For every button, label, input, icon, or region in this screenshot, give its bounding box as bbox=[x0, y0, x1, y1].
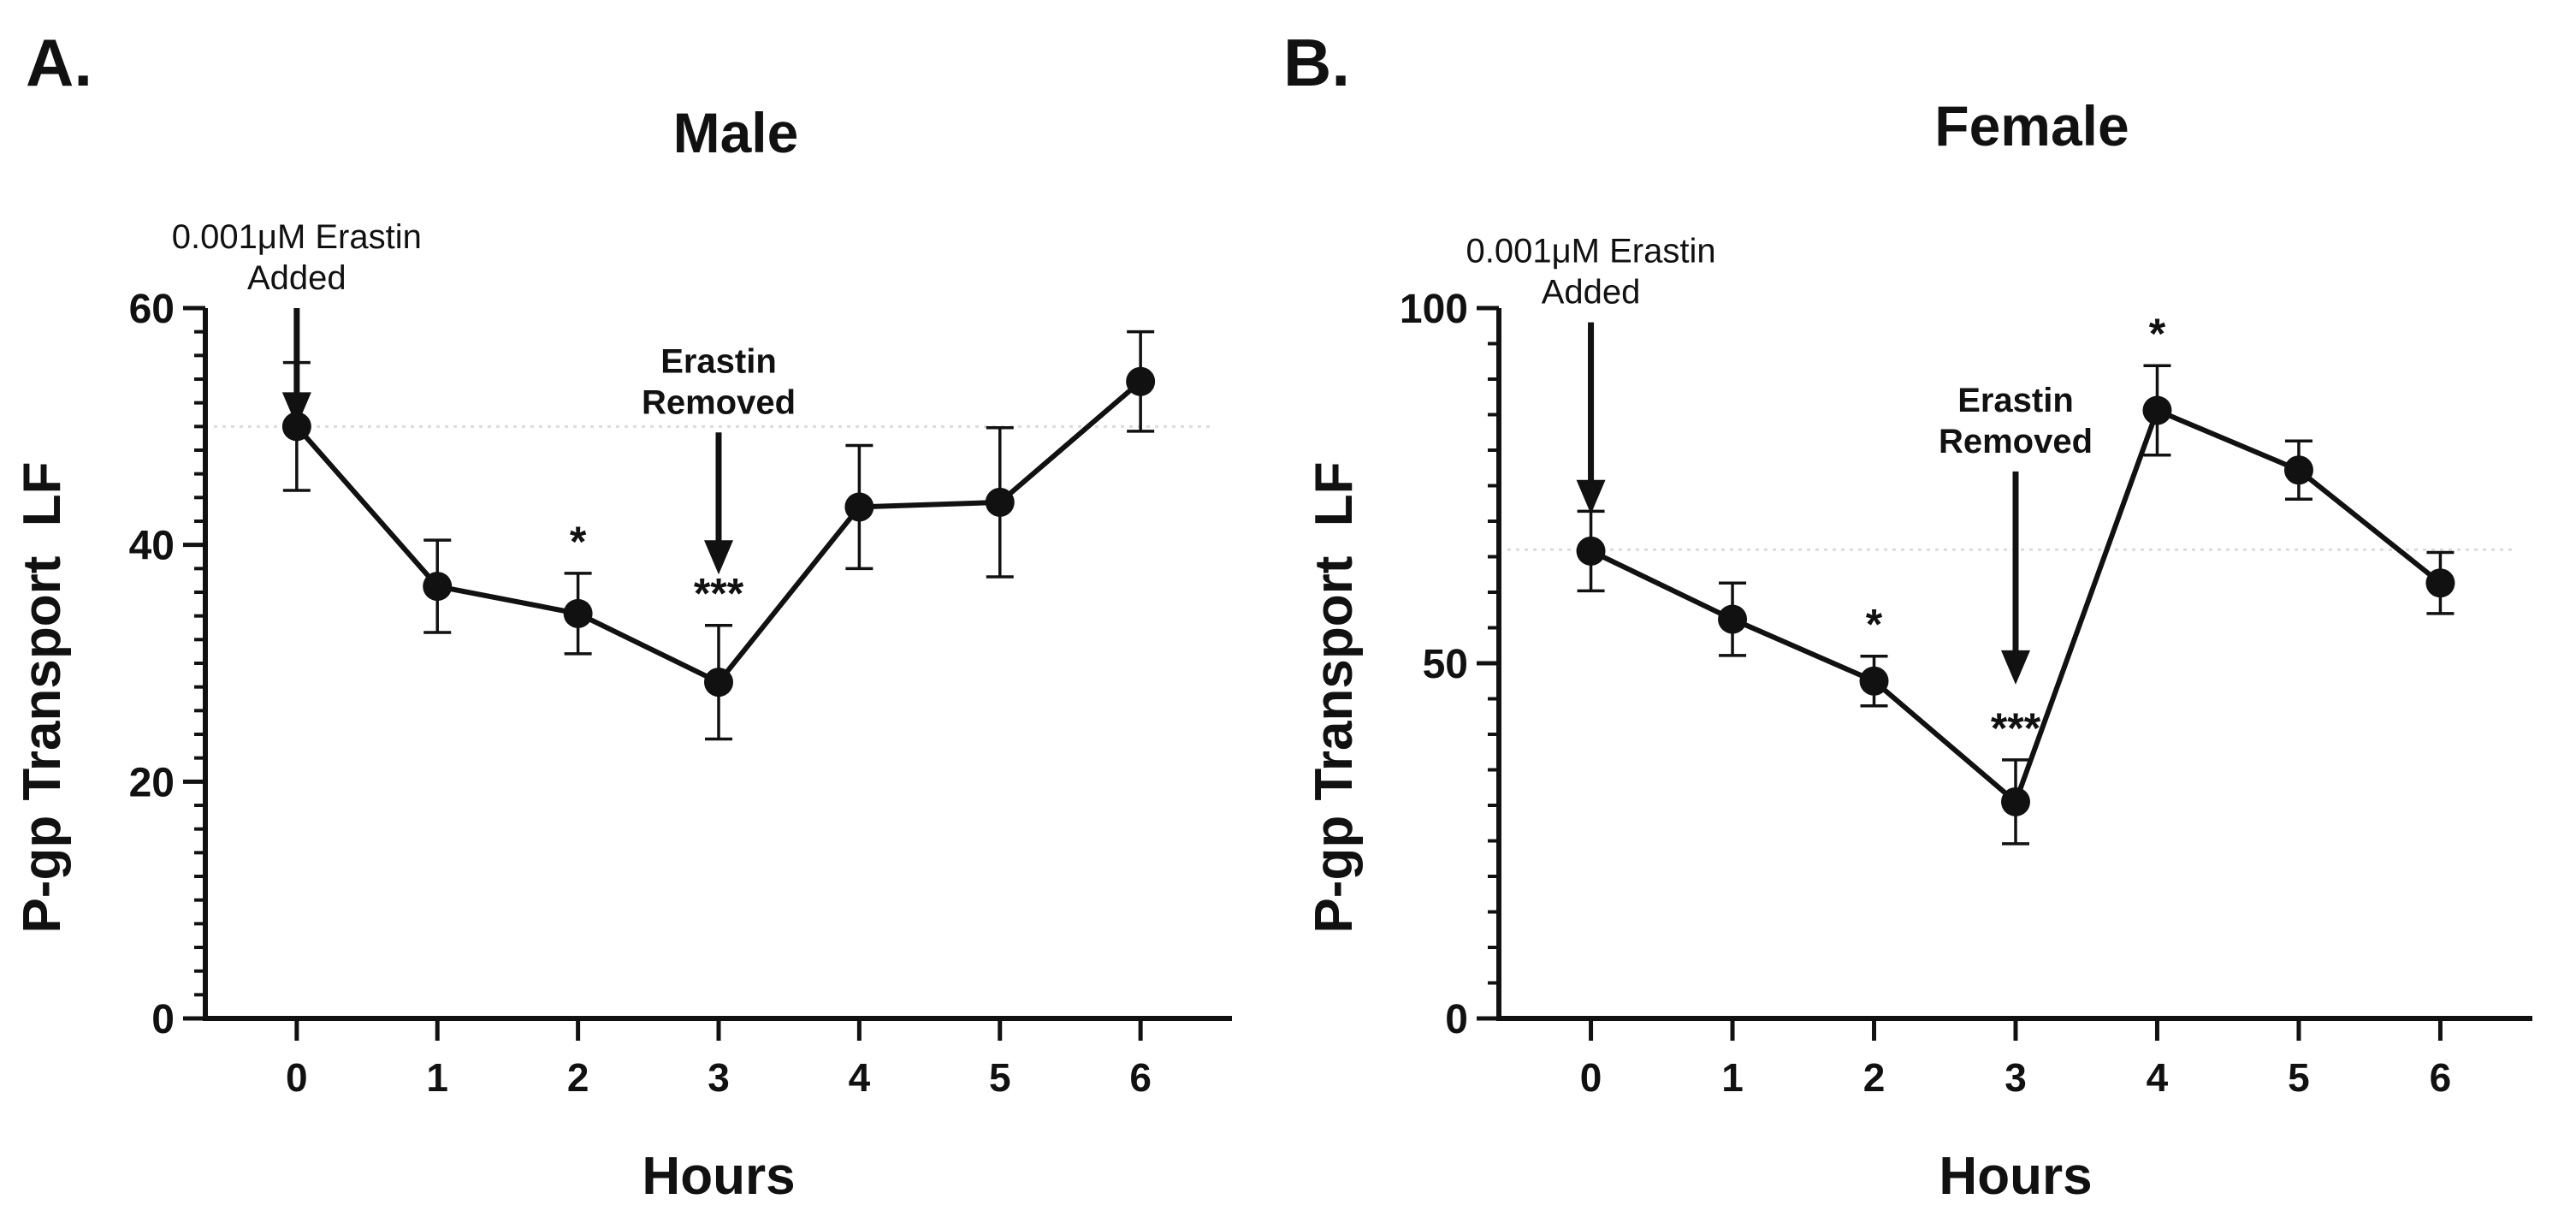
panel-a: A. Male 0 20 40 60 0 1 2 3 4 5 6 Hours P-gp Transport … bbox=[13, 25, 1232, 1206]
significance-marker: *** bbox=[694, 570, 744, 618]
data-point bbox=[563, 598, 593, 628]
annotation-text: Erastin bbox=[660, 342, 777, 380]
x-tick-label: 1 bbox=[1721, 1055, 1744, 1100]
x-tick-label: 2 bbox=[1863, 1055, 1886, 1100]
panel-b: B. Female 0 50 100 0 1 2 3 4 5 6 Hours P-gp Transport… bbox=[1283, 25, 2532, 1206]
annotation-text: 0.001μM Erastin bbox=[1466, 233, 1716, 270]
x-tick-label: 3 bbox=[708, 1055, 730, 1100]
annotation-arrow-head bbox=[1576, 479, 1606, 514]
panel-label: B. bbox=[1283, 25, 1350, 100]
data-point bbox=[281, 412, 311, 442]
panel-label: A. bbox=[26, 25, 92, 100]
y-tick-label: 40 bbox=[129, 524, 175, 569]
x-tick-label: 4 bbox=[2147, 1055, 2169, 1100]
y-tick-label: 0 bbox=[1445, 997, 1468, 1042]
data-point bbox=[2142, 395, 2172, 425]
x-tick-label: 2 bbox=[567, 1055, 589, 1100]
data-point bbox=[423, 572, 453, 602]
data-point bbox=[2283, 455, 2313, 485]
annotation-arrow-head bbox=[281, 392, 311, 427]
data-point bbox=[1126, 366, 1156, 396]
y-tick-label: 50 bbox=[1423, 642, 1468, 687]
x-tick-label: 1 bbox=[426, 1055, 448, 1100]
data-point bbox=[985, 487, 1015, 517]
significance-marker: * bbox=[1866, 601, 1883, 649]
y-tick-label: 60 bbox=[129, 287, 175, 332]
y-axis-title: P-gp Transport LF bbox=[13, 461, 72, 933]
x-tick-label: 0 bbox=[1580, 1055, 1602, 1100]
x-tick-label: 3 bbox=[2005, 1055, 2027, 1100]
chart-title: Male bbox=[673, 101, 799, 164]
x-tick-label: 4 bbox=[849, 1055, 871, 1100]
y-tick-label: 0 bbox=[151, 997, 175, 1042]
annotation-text: Added bbox=[247, 259, 346, 297]
y-tick-label: 20 bbox=[129, 760, 175, 805]
data-point bbox=[1859, 666, 1889, 696]
x-tick-label: 6 bbox=[2430, 1055, 2452, 1100]
significance-marker: * bbox=[2149, 310, 2166, 358]
y-tick-label: 100 bbox=[1400, 287, 1468, 332]
x-axis-title: Hours bbox=[642, 1147, 795, 1206]
x-tick-label: 6 bbox=[1129, 1055, 1152, 1100]
data-point bbox=[2425, 568, 2455, 598]
data-point bbox=[1718, 604, 1748, 634]
annotation-arrow-head bbox=[704, 540, 733, 575]
data-point bbox=[2001, 787, 2030, 816]
data-point bbox=[1576, 536, 1606, 566]
chart-title: Female bbox=[1934, 94, 2129, 157]
significance-marker: * bbox=[570, 518, 587, 566]
annotation-text: 0.001μM Erastin bbox=[172, 218, 422, 256]
data-point bbox=[704, 668, 733, 698]
x-tick-label: 5 bbox=[989, 1055, 1011, 1100]
x-tick-label: 0 bbox=[286, 1055, 308, 1100]
data-point bbox=[844, 492, 874, 522]
annotation-text: Erastin bbox=[1957, 382, 2074, 419]
x-axis-title: Hours bbox=[1939, 1147, 2092, 1206]
annotation-text: Removed bbox=[642, 383, 796, 421]
x-tick-label: 5 bbox=[2288, 1055, 2310, 1100]
annotation-text: Removed bbox=[1939, 423, 2093, 460]
y-axis-title: P-gp Transport LF bbox=[1305, 461, 1364, 933]
annotation-text: Added bbox=[1542, 274, 1641, 312]
annotation-arrow-head bbox=[2001, 650, 2030, 685]
significance-marker: *** bbox=[1991, 704, 2041, 752]
